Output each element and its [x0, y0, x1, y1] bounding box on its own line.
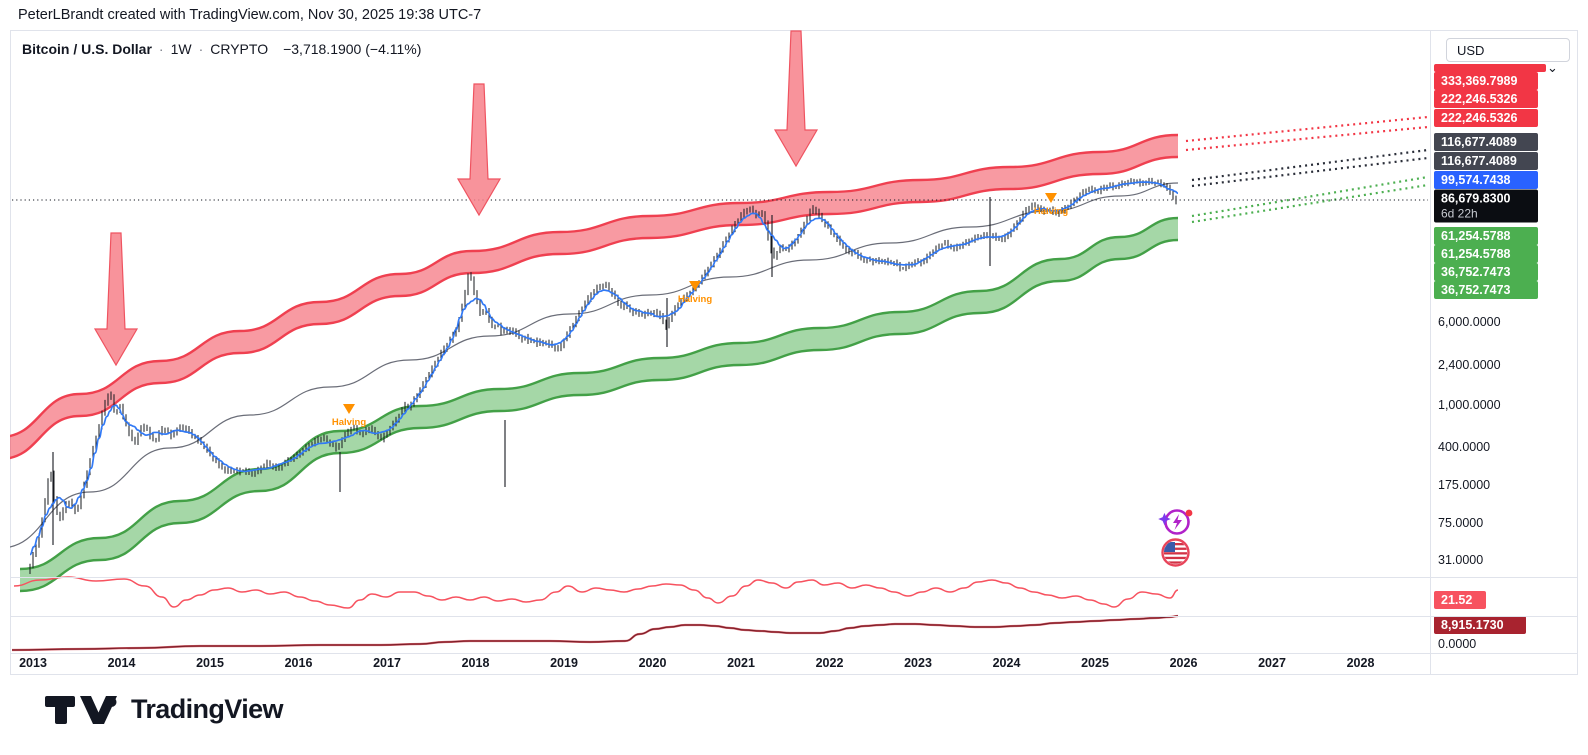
chart-legend[interactable]: Bitcoin / U.S. Dollar · 1W · CRYPTO −3,7… [22, 41, 421, 57]
price-tag: 21.52 [1434, 591, 1486, 609]
time-axis[interactable]: 2013 2014 2015 2016 2017 2018 2019 2020 2021 2022… [10, 653, 1430, 675]
price-level-label: 1,000.0000 [1438, 398, 1501, 412]
price-level-label: 75.0000 [1438, 516, 1484, 530]
pane-separator[interactable] [10, 616, 1578, 617]
price-level-label: 0.0000 [1438, 637, 1477, 651]
brand-name: TradingView [131, 694, 284, 724]
year-label: 2028 [1346, 656, 1375, 670]
legend-separator: · [198, 41, 204, 57]
price-tag: 116,677.4089 [1434, 152, 1538, 170]
down-arrow-annotation [773, 30, 819, 168]
pane-separator[interactable] [10, 577, 1578, 578]
price-tag: 116,677.4089 [1434, 133, 1538, 151]
exchange-label: CRYPTO [210, 41, 269, 57]
price-level-label: 2,400.0000 [1438, 358, 1501, 372]
price-tag: 99,574.7438 [1434, 171, 1538, 189]
halving-label: Halving [332, 417, 367, 428]
price-tag: 36,752.7473 [1434, 281, 1538, 299]
halving-marker-icon [343, 404, 355, 414]
halving-label: Halving [678, 294, 713, 305]
price-tag: 8,915.1730 [1434, 616, 1526, 634]
year-label: 2021 [727, 656, 755, 670]
price-tag: 86,679.8300 6d 22h [1434, 189, 1538, 223]
year-label: 2022 [815, 656, 844, 670]
down-arrow-annotation [456, 83, 502, 217]
halving-marker-icon [689, 281, 701, 291]
tradingview-mark-icon [45, 695, 117, 724]
symbol-title: Bitcoin / U.S. Dollar [22, 41, 152, 57]
price-tag: 333,369.7989 [1434, 72, 1538, 90]
price-tag: 36,752.7473 [1434, 263, 1538, 281]
us-flag-icon[interactable] [1161, 538, 1190, 567]
year-label: 2025 [1081, 656, 1109, 670]
price-level-label: 31.0000 [1438, 553, 1484, 567]
price-tag: 61,254.5788 [1434, 245, 1538, 263]
legend-separator: · [158, 41, 164, 57]
year-label: 2018 [461, 656, 490, 670]
chart-canvas[interactable]: Halving Halving Halving [10, 30, 1578, 675]
price-level-label: 6,000.0000 [1438, 315, 1501, 329]
year-label: 2015 [196, 656, 224, 670]
price-change-value: −3,718.1900 (−4.11%) [283, 41, 422, 57]
year-label: 2016 [284, 656, 313, 670]
year-label: 2014 [107, 656, 136, 670]
axis-separator [10, 653, 1578, 654]
year-label: 2017 [373, 656, 401, 670]
year-label: 2013 [19, 656, 47, 670]
spark-lightning-icon[interactable] [1158, 506, 1194, 540]
price-tag: 61,254.5788 [1434, 227, 1538, 245]
price-level-label: 400.0000 [1438, 440, 1491, 454]
price-scale[interactable]: 6,000.0000 2,400.0000 1,000.0000 400.0000 17… [1430, 30, 1578, 675]
interval-label: 1W [170, 41, 192, 57]
year-label: 2026 [1169, 656, 1198, 670]
price-level-label: 175.0000 [1438, 478, 1491, 492]
scale-separator [1430, 30, 1431, 675]
chevron-down-icon[interactable]: ⌄ [1547, 60, 1558, 75]
down-arrow-annotation [93, 232, 139, 367]
year-label: 2024 [992, 656, 1021, 670]
year-label: 2027 [1258, 656, 1286, 670]
halving-marker-icon [1045, 193, 1057, 203]
price-tag: 222,246.5326 [1434, 109, 1538, 127]
price-tag: 222,246.5326 [1434, 90, 1538, 108]
year-label: 2020 [638, 656, 667, 670]
tradingview-logo[interactable]: TradingView [45, 694, 284, 725]
halving-label: Halving [1034, 206, 1069, 217]
clipped-price-tag [1434, 64, 1546, 72]
year-label: 2019 [550, 656, 578, 670]
currency-selector[interactable]: USD [1446, 38, 1570, 62]
attribution-text: PeterLBrandt created with TradingView.co… [18, 7, 482, 23]
year-label: 2023 [904, 656, 932, 670]
